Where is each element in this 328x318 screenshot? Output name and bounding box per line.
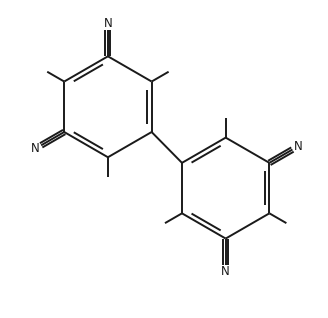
- Text: N: N: [31, 142, 39, 155]
- Text: N: N: [221, 265, 230, 278]
- Text: N: N: [104, 17, 112, 30]
- Text: N: N: [294, 140, 303, 153]
